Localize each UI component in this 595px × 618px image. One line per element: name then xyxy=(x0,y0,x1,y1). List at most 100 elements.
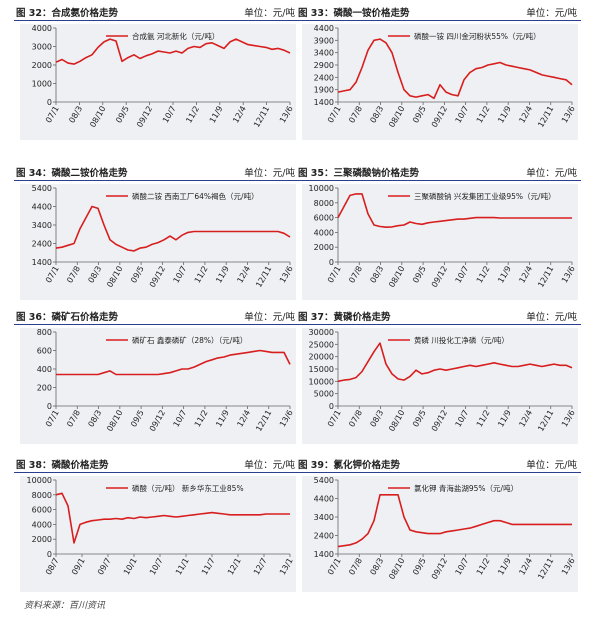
y-tick-label: 10000 xyxy=(309,377,334,386)
x-tick-label: 07/1 xyxy=(326,265,343,285)
x-tick-label: 07/8 xyxy=(347,105,364,125)
x-tick-label: 11/2 xyxy=(184,105,201,125)
y-tick-label: 2000 xyxy=(314,243,334,252)
x-tick-label: 08/10 xyxy=(105,265,124,289)
y-tick-label: 2400 xyxy=(32,240,52,249)
x-tick-label: 09/12 xyxy=(148,265,167,289)
panel-header: 图 34：磷酸二铵价格走势 单位：元/吨 xyxy=(14,164,299,181)
x-tick-label: 12/7 xyxy=(252,557,269,577)
x-tick-label: 10/7 xyxy=(172,409,189,429)
chart-frame: 1400 2400 3400 4400 5400 07/1 07/8 08/3 08/10 09/… xyxy=(302,476,578,592)
y-tick-label: 0 xyxy=(47,550,52,559)
x-tick-label: 07/1 xyxy=(326,409,343,429)
x-tick-label: 08/3 xyxy=(67,105,84,125)
y-tick-label: 15000 xyxy=(309,365,334,374)
series-line xyxy=(337,193,572,229)
y-tick-label: 2000 xyxy=(32,535,52,544)
x-tick-label: 11/2 xyxy=(475,105,492,125)
panel-header: 图 36：磷矿石价格走势 单位：元/吨 xyxy=(14,308,299,325)
x-tick-label: 10/7 xyxy=(454,557,471,577)
x-tick-label: 07/8 xyxy=(347,265,364,285)
x-tick-label: 10/7 xyxy=(454,265,471,285)
legend-label: 黄磷 川投化工净磷（元/吨） xyxy=(414,335,509,345)
figure-title: 图 35：三聚磷酸钠价格走势 xyxy=(298,168,420,179)
figure-title: 图 37：黄磷价格走势 xyxy=(298,312,391,323)
x-tick-label: 09/12 xyxy=(430,409,449,433)
chart-panel-34: 图 34：磷酸二铵价格走势 单位：元/吨 1400 2400 3400 4400 540… xyxy=(14,164,299,304)
panel-header: 图 35：三聚磷酸钠价格走势 单位：元/吨 xyxy=(296,164,581,181)
y-tick-label: 10000 xyxy=(309,184,334,193)
x-tick-label: 09/12 xyxy=(430,265,449,289)
y-tick-label: 600 xyxy=(37,347,52,356)
line-chart: 0 200 400 600 800 07/1 07/8 08/3 08/10 09/5 09/12 1… xyxy=(37,328,295,433)
panel-header: 图 32：合成氨价格走势 单位：元/吨 xyxy=(14,4,299,21)
x-tick-label: 12/11 xyxy=(252,105,271,129)
y-tick-label: 0 xyxy=(329,402,334,411)
y-tick-label: 0 xyxy=(329,258,334,267)
x-tick-label: 07/8 xyxy=(65,265,82,285)
y-tick-label: 800 xyxy=(37,328,52,337)
x-tick-label: 09/12 xyxy=(430,105,449,129)
x-tick-label: 08/3 xyxy=(368,265,385,285)
x-tick-label: 11/9 xyxy=(208,105,225,125)
x-tick-label: 08/3 xyxy=(368,557,385,577)
chart-panel-33: 图 33：磷酸一铵价格走势 单位：元/吨 1400 1900 2400 2900 340… xyxy=(296,4,581,144)
x-tick-label: 11/9 xyxy=(214,409,231,429)
legend-label: 氯化钾 青海盐湖95%（元/吨） xyxy=(414,483,518,493)
source-note: 资料来源：百川资讯 xyxy=(24,601,106,611)
x-tick-label: 12/11 xyxy=(254,409,273,433)
legend-label: 磷酸（元/吨） 新乡华东工业85% xyxy=(132,483,244,493)
unit-label: 单位：元/吨 xyxy=(244,460,295,471)
chart-panel-36: 图 36：磷矿石价格走势 单位：元/吨 0 200 400 600 800 07/1 07/… xyxy=(14,308,299,448)
line-chart: 1400 2400 3400 4400 5400 07/1 07/8 08/3 08/10 09/… xyxy=(32,184,295,289)
y-tick-label: 6000 xyxy=(32,506,52,515)
x-tick-label: 12/1 xyxy=(226,557,243,577)
x-tick-label: 12/11 xyxy=(536,105,555,129)
x-tick-label: 10/1 xyxy=(122,557,139,577)
x-tick-label: 08/3 xyxy=(86,265,103,285)
chart-frame: 0 1000 2000 3000 4000 07/1 08/3 08/10 09/5 09/12 1… xyxy=(20,24,296,140)
x-tick-label: 12/4 xyxy=(517,105,534,125)
y-tick-label: 1900 xyxy=(314,86,334,95)
x-tick-label: 08/10 xyxy=(88,105,107,129)
x-tick-label: 08/3 xyxy=(368,105,385,125)
chart-frame: 1400 2400 3400 4400 5400 07/1 07/8 08/3 08/10 09/… xyxy=(20,184,296,300)
x-tick-label: 07/1 xyxy=(44,409,61,429)
y-tick-label: 4400 xyxy=(314,495,334,504)
y-tick-label: 8000 xyxy=(314,199,334,208)
x-tick-label: 08/10 xyxy=(387,105,406,129)
line-chart: 0 2000 4000 6000 8000 10000 08/7 09/1 09/7 10/1 10… xyxy=(27,476,295,577)
y-tick-label: 25000 xyxy=(309,340,334,349)
y-tick-label: 3400 xyxy=(314,513,334,522)
chart-frame: 0 2000 4000 6000 8000 10000 08/7 09/1 09/7 10/1 10… xyxy=(20,476,296,592)
x-tick-label: 11/7 xyxy=(200,557,217,577)
unit-label: 单位：元/吨 xyxy=(244,168,295,179)
y-tick-label: 5000 xyxy=(314,390,334,399)
y-tick-label: 2000 xyxy=(32,61,52,70)
x-tick-label: 10/7 xyxy=(148,557,165,577)
y-tick-label: 3400 xyxy=(32,221,52,230)
x-tick-label: 10/7 xyxy=(454,409,471,429)
x-tick-label: 13/1 xyxy=(278,557,295,577)
x-tick-label: 09/12 xyxy=(430,557,449,581)
y-tick-label: 4000 xyxy=(314,228,334,237)
chart-panel-37: 图 37：黄磷价格走势 单位：元/吨 0 5000 10000 15000 20000 2… xyxy=(296,308,581,448)
y-tick-label: 1000 xyxy=(32,80,52,89)
x-tick-label: 08/7 xyxy=(44,557,61,577)
y-tick-label: 4000 xyxy=(32,520,52,529)
x-tick-label: 13/6 xyxy=(560,105,577,125)
unit-label: 单位：元/吨 xyxy=(244,312,295,323)
x-tick-label: 09/5 xyxy=(411,409,428,429)
x-tick-label: 12/11 xyxy=(254,265,273,289)
x-tick-label: 09/1 xyxy=(70,557,87,577)
x-tick-label: 07/8 xyxy=(347,557,364,577)
legend-label: 合成氨 河北新化（元/吨） xyxy=(132,31,219,41)
figure-title: 图 33：磷酸一铵价格走势 xyxy=(298,8,410,19)
x-tick-label: 12/4 xyxy=(231,105,248,125)
x-tick-label: 10/7 xyxy=(454,105,471,125)
x-tick-label: 12/4 xyxy=(235,265,252,285)
y-tick-label: 5400 xyxy=(32,184,52,193)
line-chart: 0 2000 4000 6000 8000 10000 07/1 07/8 08/3 08/10 0… xyxy=(309,184,577,289)
y-tick-label: 8000 xyxy=(32,491,52,500)
x-tick-label: 11/9 xyxy=(496,409,513,429)
